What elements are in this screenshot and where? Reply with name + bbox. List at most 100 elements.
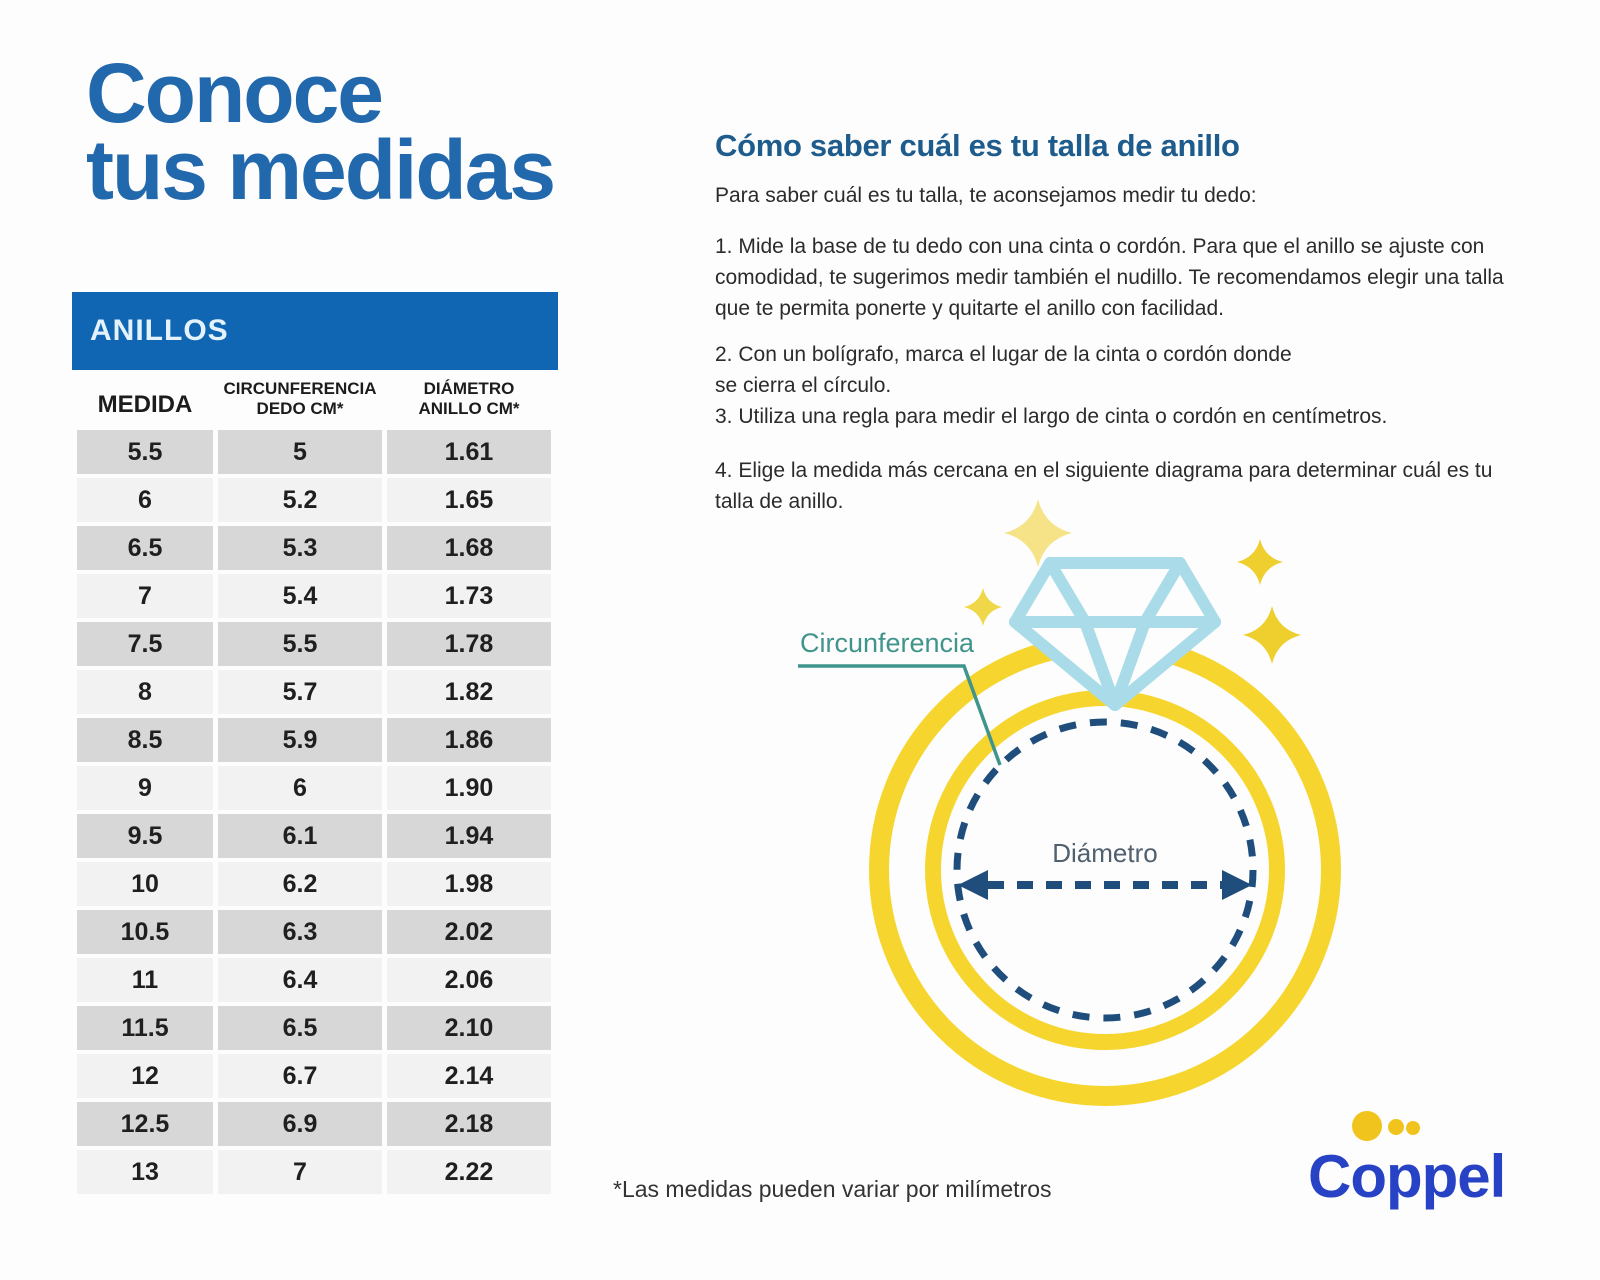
instruction-step-4: 4. Elige la medida más cercana en el sig… bbox=[715, 459, 1493, 513]
table-column-headers: MEDIDA CIRCUNFERENCIA DEDO CM* DIÁMETRO … bbox=[77, 364, 551, 424]
logo-dot-medium-icon bbox=[1388, 1119, 1404, 1135]
table-row: 12.5 6.9 2.18 bbox=[77, 1102, 551, 1146]
table-cell: 6.1 bbox=[218, 814, 382, 858]
sparkle-icon bbox=[1004, 500, 1072, 567]
table-row: 6 5.2 1.65 bbox=[77, 478, 551, 522]
table-row: 11 6.4 2.06 bbox=[77, 958, 551, 1002]
circumference-leader-line bbox=[798, 664, 1002, 766]
table-cell: 11 bbox=[77, 958, 213, 1002]
table-cell: 5.3 bbox=[218, 526, 382, 570]
table-cell: 2.22 bbox=[387, 1150, 551, 1194]
table-cell: 5.9 bbox=[218, 718, 382, 762]
instruction-step-1: 1. Mide la base de tu dedo con una cinta… bbox=[715, 235, 1504, 320]
instructions-section: Cómo saber cuál es tu talla de anillo Pa… bbox=[715, 128, 1515, 517]
table-cell: 10.5 bbox=[77, 910, 213, 954]
table-cell: 1.68 bbox=[387, 526, 551, 570]
table-cell: 8.5 bbox=[77, 718, 213, 762]
table-cell: 13 bbox=[77, 1150, 213, 1194]
instructions-heading: Cómo saber cuál es tu talla de anillo bbox=[715, 128, 1240, 163]
column-header-medida: MEDIDA bbox=[97, 390, 193, 418]
table-cell: 9.5 bbox=[77, 814, 213, 858]
table-row: 11.5 6.5 2.10 bbox=[77, 1006, 551, 1050]
table-cell: 1.73 bbox=[387, 574, 551, 618]
table-cell: 7 bbox=[218, 1150, 382, 1194]
table-cell: 1.78 bbox=[387, 622, 551, 666]
table-cell: 5 bbox=[218, 430, 382, 474]
table-cell: 10 bbox=[77, 862, 213, 906]
table-cell: 5.5 bbox=[218, 622, 382, 666]
table-row: 6.5 5.3 1.68 bbox=[77, 526, 551, 570]
table-title: ANILLOS bbox=[90, 314, 229, 347]
table-cell: 2.10 bbox=[387, 1006, 551, 1050]
ring-diagram: Circunferencia Diámetro bbox=[798, 500, 1341, 1106]
table-cell: 2.06 bbox=[387, 958, 551, 1002]
instruction-step-3: 3. Utiliza una regla para medir el largo… bbox=[715, 405, 1388, 428]
table-cell: 9 bbox=[77, 766, 213, 810]
table-cell: 6.3 bbox=[218, 910, 382, 954]
logo-text: Coppel bbox=[1308, 1143, 1505, 1210]
table-cell: 5.2 bbox=[218, 478, 382, 522]
table-cell: 1.65 bbox=[387, 478, 551, 522]
table-cell: 1.94 bbox=[387, 814, 551, 858]
table-cell: 2.02 bbox=[387, 910, 551, 954]
table-cell: 2.18 bbox=[387, 1102, 551, 1146]
diamond-icon bbox=[1009, 557, 1221, 711]
table-cell: 5.5 bbox=[77, 430, 213, 474]
table-cell: 6.5 bbox=[218, 1006, 382, 1050]
table-cell: 5.7 bbox=[218, 670, 382, 714]
table-cell: 12.5 bbox=[77, 1102, 213, 1146]
table-row: 12 6.7 2.14 bbox=[77, 1054, 551, 1098]
logo-dot-large-icon bbox=[1352, 1111, 1382, 1141]
table-cell: 6.9 bbox=[218, 1102, 382, 1146]
footnote: *Las medidas pueden variar por milímetro… bbox=[613, 1176, 1052, 1202]
table-cell: 6.2 bbox=[218, 862, 382, 906]
table-cell: 7 bbox=[77, 574, 213, 618]
instructions-intro: Para saber cuál es tu talla, te aconseja… bbox=[715, 184, 1257, 207]
table-row: 10.5 6.3 2.02 bbox=[77, 910, 551, 954]
page-title-line1: Conoce bbox=[86, 46, 384, 140]
table-cell: 6 bbox=[218, 766, 382, 810]
sparkle-icon bbox=[1237, 539, 1283, 585]
table-cell: 1.98 bbox=[387, 862, 551, 906]
table-cell: 5.4 bbox=[218, 574, 382, 618]
table-cell: 7.5 bbox=[77, 622, 213, 666]
table-row: 9.5 6.1 1.94 bbox=[77, 814, 551, 858]
table-cell: 1.86 bbox=[387, 718, 551, 762]
column-header-diametro: DIÁMETRO ANILLO CM* bbox=[418, 378, 520, 418]
table-row: 8 5.7 1.82 bbox=[77, 670, 551, 714]
table-cell: 1.90 bbox=[387, 766, 551, 810]
table-row: 8.5 5.9 1.86 bbox=[77, 718, 551, 762]
table-cell: 12 bbox=[77, 1054, 213, 1098]
circumference-dashed-circle bbox=[953, 718, 1257, 1022]
table-cell: 6.7 bbox=[218, 1054, 382, 1098]
instruction-step-2: 2. Con un bolígrafo, marca el lugar de l… bbox=[715, 343, 1292, 397]
table-cell: 6.4 bbox=[218, 958, 382, 1002]
table-cell: 11.5 bbox=[77, 1006, 213, 1050]
circumference-label: Circunferencia bbox=[800, 628, 975, 658]
table-cell: 2.14 bbox=[387, 1054, 551, 1098]
column-header-circunferencia: CIRCUNFERENCIA DEDO CM* bbox=[223, 378, 377, 418]
table-title-bar: ANILLOS bbox=[72, 292, 558, 370]
table-row: 5.5 5 1.61 bbox=[77, 430, 551, 474]
ring-outer-band-icon bbox=[869, 634, 1341, 1106]
sparkle-icon bbox=[1243, 606, 1301, 664]
ring-size-table: 5.5 5 1.61 6 5.2 1.65 6.5 5.3 1.68 7 5.4 1.73 7.5 5.5… bbox=[77, 430, 551, 1194]
coppel-logo: Coppel bbox=[1308, 1111, 1506, 1210]
table-cell: 6.5 bbox=[77, 526, 213, 570]
diameter-arrow-left-head bbox=[958, 870, 988, 900]
logo-dot-small-icon bbox=[1406, 1121, 1420, 1135]
table-row: 13 7 2.22 bbox=[77, 1150, 551, 1194]
table-row: 7.5 5.5 1.78 bbox=[77, 622, 551, 666]
table-row: 9 6 1.90 bbox=[77, 766, 551, 810]
page-title-line2: tus medidas bbox=[86, 123, 556, 217]
table-cell: 8 bbox=[77, 670, 213, 714]
sparkle-icon bbox=[964, 588, 1002, 626]
table-row: 7 5.4 1.73 bbox=[77, 574, 551, 618]
table-cell: 6 bbox=[77, 478, 213, 522]
table-row: 10 6.2 1.98 bbox=[77, 862, 551, 906]
table-cell: 1.61 bbox=[387, 430, 551, 474]
ring-inner-band-icon bbox=[925, 690, 1285, 1050]
diameter-arrow-right-head bbox=[1222, 870, 1252, 900]
table-cell: 1.82 bbox=[387, 670, 551, 714]
